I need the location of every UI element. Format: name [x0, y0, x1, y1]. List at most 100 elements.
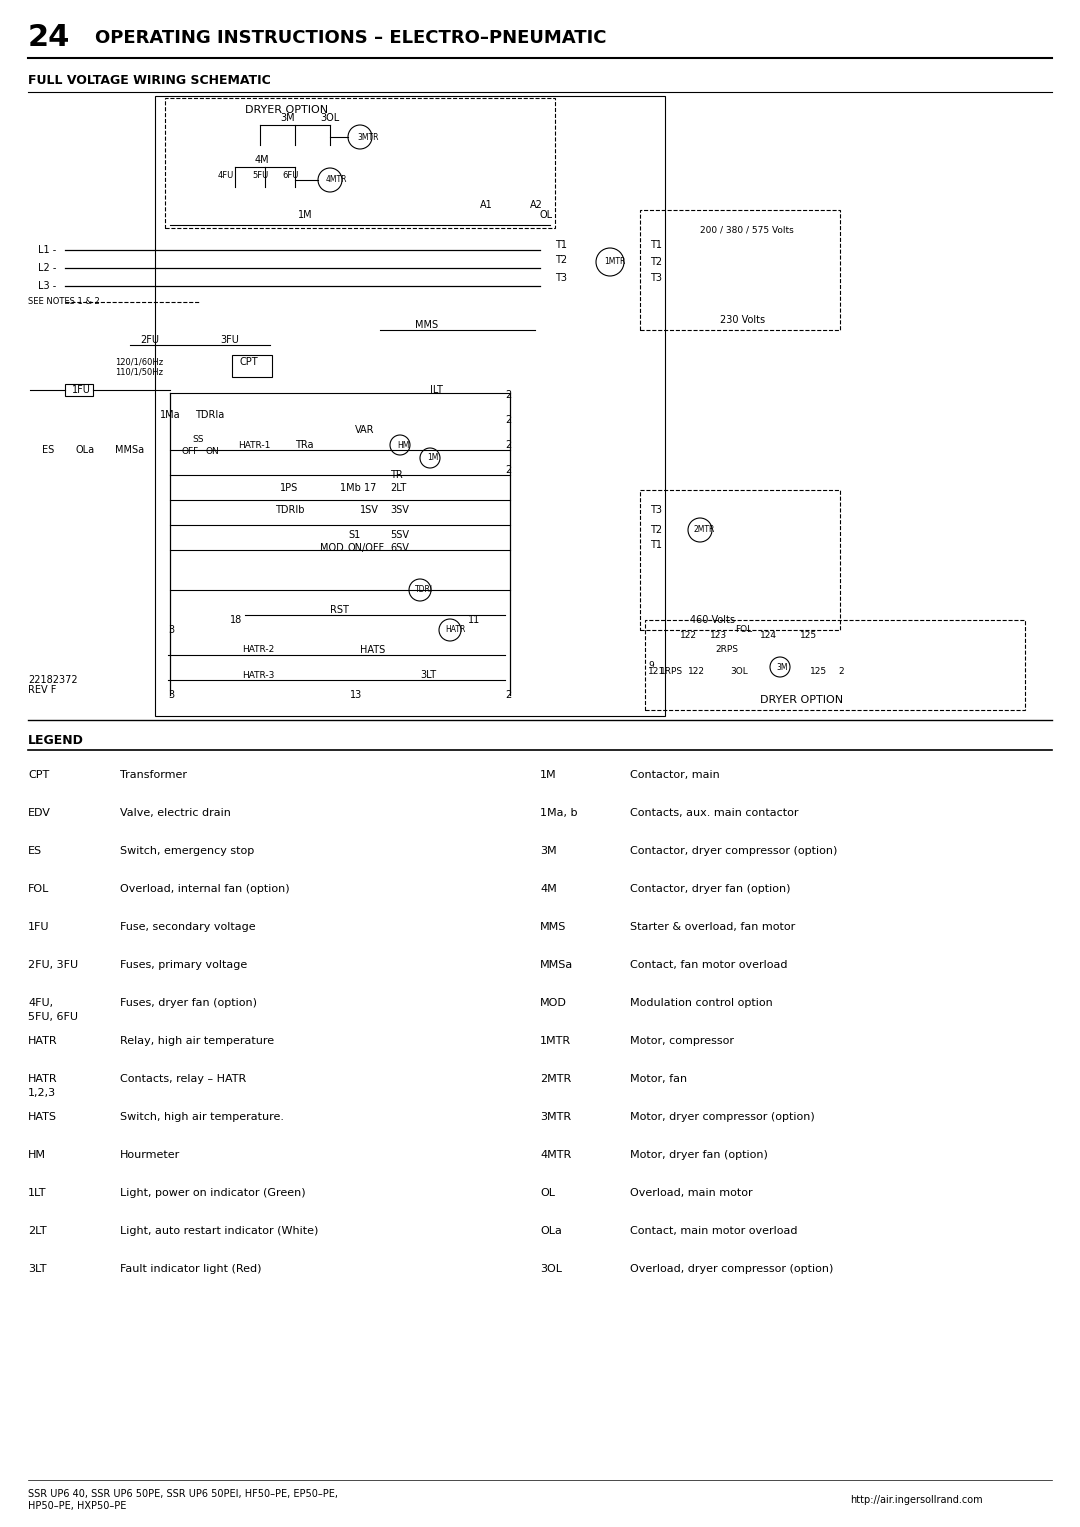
Text: OL: OL: [540, 211, 553, 220]
Text: 110/1/50Hz: 110/1/50Hz: [114, 368, 163, 377]
Text: T2: T2: [650, 257, 662, 267]
Text: 5SV: 5SV: [390, 530, 409, 541]
Text: Transformer: Transformer: [120, 770, 187, 780]
Text: 2FU: 2FU: [140, 334, 159, 345]
Text: 2: 2: [505, 440, 511, 450]
Text: 4MTR: 4MTR: [326, 176, 348, 185]
Text: TDRIb: TDRIb: [275, 505, 305, 515]
Text: 121: 121: [648, 667, 665, 676]
Text: ILT: ILT: [430, 385, 443, 395]
Text: HATS: HATS: [360, 644, 386, 655]
Text: 3M: 3M: [280, 113, 295, 124]
Text: Contacts, relay – HATR: Contacts, relay – HATR: [120, 1073, 246, 1084]
Text: L2 -: L2 -: [38, 263, 56, 273]
Text: HATR: HATR: [28, 1073, 57, 1084]
Text: 3OL: 3OL: [540, 1264, 562, 1274]
Text: 1Ma, b: 1Ma, b: [540, 808, 578, 818]
Text: 122: 122: [680, 631, 697, 640]
Text: 6SV: 6SV: [390, 544, 409, 553]
Text: MMSa: MMSa: [540, 960, 573, 970]
Text: 1M: 1M: [298, 211, 312, 220]
Text: MMS: MMS: [540, 922, 566, 931]
Text: 4M: 4M: [255, 156, 270, 165]
Text: 6FU: 6FU: [282, 171, 298, 180]
Text: T3: T3: [555, 273, 567, 282]
Text: 1RPS: 1RPS: [660, 667, 684, 676]
Text: 122: 122: [688, 667, 705, 676]
Text: Starter & overload, fan motor: Starter & overload, fan motor: [630, 922, 795, 931]
Text: DRYER OPTION: DRYER OPTION: [760, 695, 843, 705]
Text: 125: 125: [800, 631, 818, 640]
Text: T3: T3: [650, 273, 662, 282]
Text: Hourmeter: Hourmeter: [120, 1150, 180, 1161]
Text: 2FU, 3FU: 2FU, 3FU: [28, 960, 78, 970]
Text: TR: TR: [390, 470, 403, 479]
Text: 3M: 3M: [777, 663, 787, 672]
Text: 1Ma: 1Ma: [160, 411, 180, 420]
Text: T1: T1: [650, 240, 662, 250]
Text: 1Mb 17: 1Mb 17: [340, 483, 376, 493]
Text: 1MTR: 1MTR: [540, 1035, 571, 1046]
Text: A2: A2: [530, 200, 543, 211]
Text: Contactor, dryer compressor (option): Contactor, dryer compressor (option): [630, 846, 837, 857]
Text: 4M: 4M: [540, 884, 557, 893]
Text: HATR: HATR: [28, 1035, 57, 1046]
Text: TDRI: TDRI: [415, 585, 433, 594]
Text: Motor, fan: Motor, fan: [630, 1073, 687, 1084]
Bar: [232, 354, 272, 377]
Text: 9: 9: [648, 661, 653, 669]
Text: ON/OFF: ON/OFF: [348, 544, 386, 553]
Text: T1: T1: [650, 541, 662, 550]
Text: A1: A1: [480, 200, 492, 211]
Text: 2: 2: [505, 690, 511, 699]
Text: FOL: FOL: [28, 884, 50, 893]
Text: SEE NOTES 1 & 2: SEE NOTES 1 & 2: [28, 298, 99, 307]
Text: http://air.ingersollrand.com: http://air.ingersollrand.com: [850, 1495, 983, 1506]
Text: OL: OL: [540, 1188, 555, 1199]
Text: S1: S1: [348, 530, 361, 541]
Text: CPT: CPT: [28, 770, 50, 780]
Text: 2MTR: 2MTR: [540, 1073, 571, 1084]
Text: 1,2,3: 1,2,3: [28, 1089, 56, 1098]
Text: TRa: TRa: [295, 440, 313, 450]
Text: 460 Volts: 460 Volts: [690, 615, 735, 625]
Bar: [640, 211, 840, 330]
Text: Light, auto restart indicator (White): Light, auto restart indicator (White): [120, 1226, 319, 1235]
Text: 123: 123: [710, 631, 727, 640]
Text: T2: T2: [555, 255, 567, 266]
Text: SS: SS: [192, 435, 203, 444]
Text: 3MTR: 3MTR: [357, 133, 378, 142]
Text: 1LT: 1LT: [28, 1188, 46, 1199]
Text: 3: 3: [168, 690, 174, 699]
Text: Overload, main motor: Overload, main motor: [630, 1188, 753, 1199]
Text: RST: RST: [330, 605, 349, 615]
Text: T1: T1: [555, 240, 567, 250]
Text: HATS: HATS: [28, 1112, 57, 1122]
Text: 120/1/60Hz: 120/1/60Hz: [114, 357, 163, 366]
Text: HATR-2: HATR-2: [242, 646, 274, 655]
Text: FOL: FOL: [735, 626, 752, 635]
Text: Relay, high air temperature: Relay, high air temperature: [120, 1035, 274, 1046]
Text: SSR UP6 40, SSR UP6 50PE, SSR UP6 50PEI, HF50–PE, EP50–PE,
HP50–PE, HXP50–PE: SSR UP6 40, SSR UP6 50PE, SSR UP6 50PEI,…: [28, 1489, 338, 1510]
Text: ES: ES: [42, 444, 54, 455]
Text: Overload, dryer compressor (option): Overload, dryer compressor (option): [630, 1264, 834, 1274]
Text: 18: 18: [230, 615, 242, 625]
Text: 3FU: 3FU: [220, 334, 239, 345]
Text: 11: 11: [468, 615, 481, 625]
Text: 2RPS: 2RPS: [715, 646, 738, 655]
Text: Contact, fan motor overload: Contact, fan motor overload: [630, 960, 787, 970]
Bar: [156, 96, 665, 716]
Text: Switch, high air temperature.: Switch, high air temperature.: [120, 1112, 284, 1122]
Text: 2: 2: [838, 667, 843, 676]
Text: EDV: EDV: [28, 808, 51, 818]
Text: 3MTR: 3MTR: [540, 1112, 571, 1122]
Text: MOD: MOD: [540, 999, 567, 1008]
Text: MOD: MOD: [320, 544, 343, 553]
Text: Fuses, primary voltage: Fuses, primary voltage: [120, 960, 247, 970]
Bar: [165, 98, 555, 228]
Text: Contact, main motor overload: Contact, main motor overload: [630, 1226, 797, 1235]
Text: OFF: OFF: [183, 447, 199, 457]
Text: OPERATING INSTRUCTIONS – ELECTRO–PNEUMATIC: OPERATING INSTRUCTIONS – ELECTRO–PNEUMAT…: [95, 29, 607, 47]
Text: Fault indicator light (Red): Fault indicator light (Red): [120, 1264, 261, 1274]
Text: Light, power on indicator (Green): Light, power on indicator (Green): [120, 1188, 306, 1199]
